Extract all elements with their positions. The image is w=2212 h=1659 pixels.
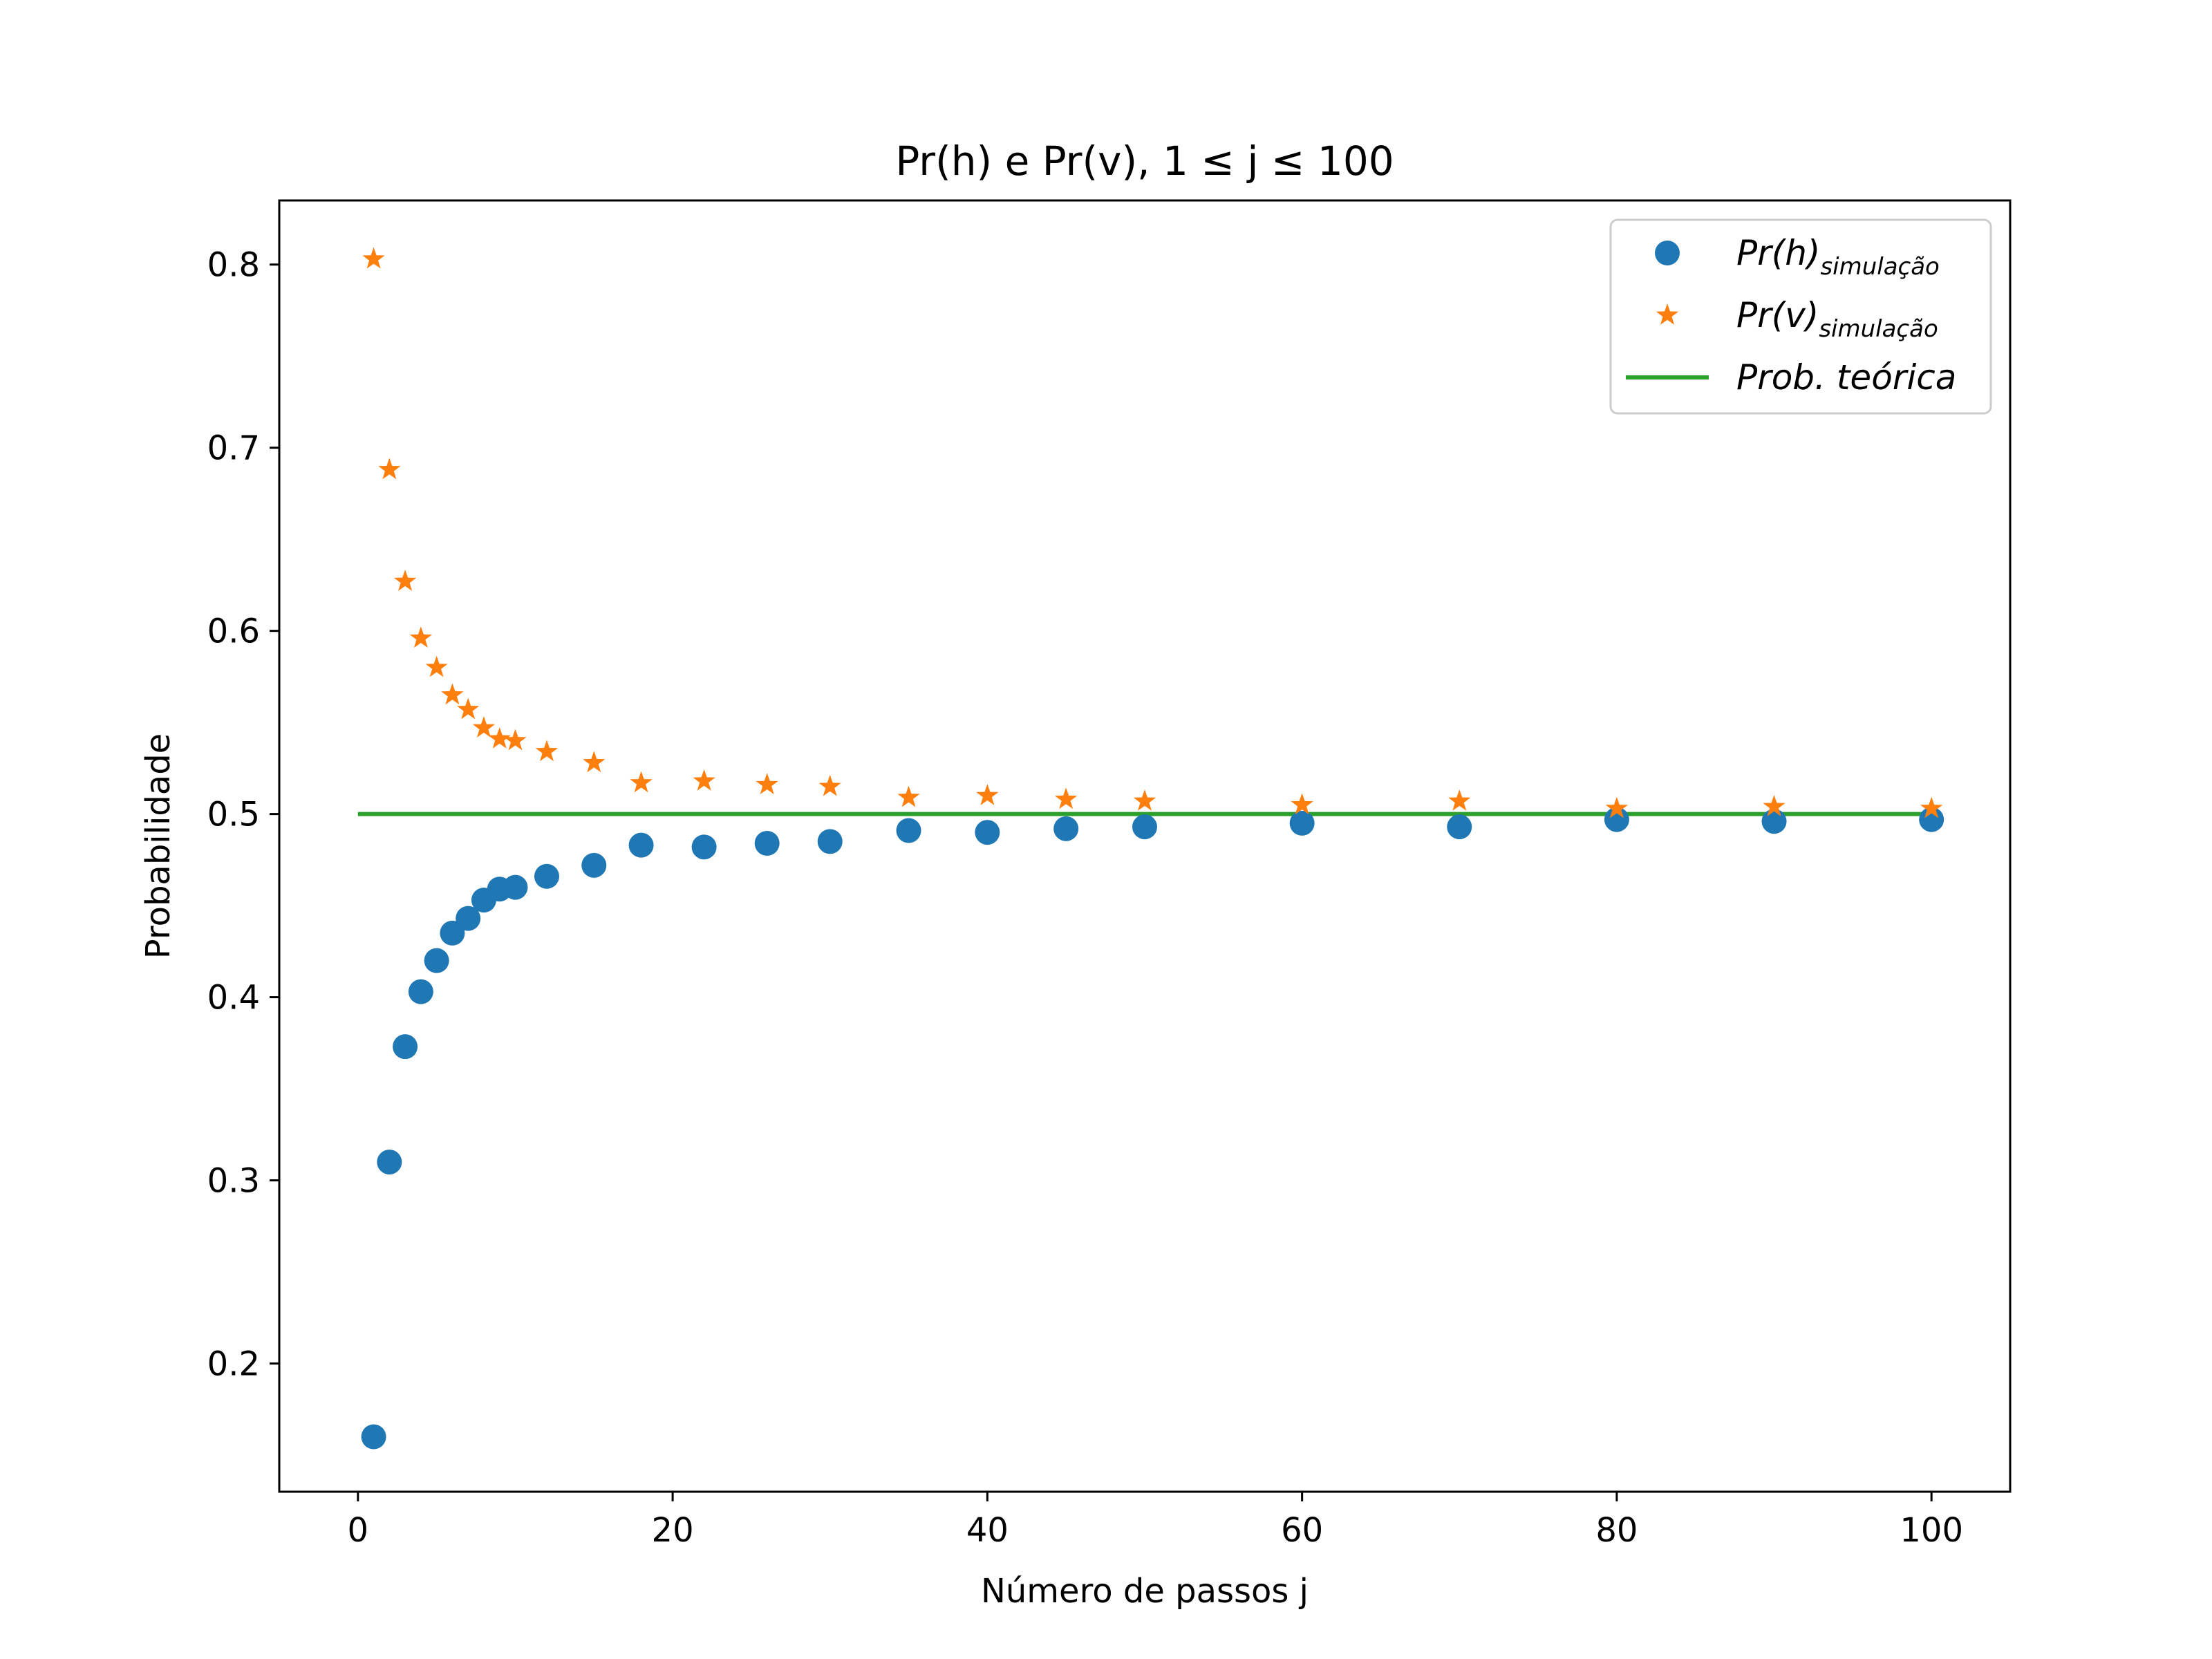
legend-marker-pr-h — [1655, 241, 1680, 265]
y-tick-label: 0.2 — [207, 1345, 260, 1384]
pr-h-point — [1447, 814, 1472, 840]
pr-v-point — [362, 247, 385, 269]
pr-h-point — [1053, 816, 1079, 841]
pr-h-point — [754, 831, 780, 856]
legend-label-subscript: simulação — [1820, 253, 1939, 281]
y-tick-label: 0.6 — [207, 612, 260, 651]
pr-v-point — [409, 626, 432, 648]
pr-h-point — [503, 874, 528, 900]
pr-h-point — [456, 906, 481, 931]
plot-area — [357, 247, 1944, 1450]
y-tick-label: 0.3 — [207, 1162, 260, 1201]
y-axis-label: Probabilidade — [139, 733, 178, 959]
pr-h-point — [440, 920, 465, 946]
pr-h-point — [408, 979, 433, 1004]
pr-h-point — [975, 820, 1000, 845]
pr-h-point — [1919, 807, 1944, 832]
pr-h-point — [1761, 809, 1787, 834]
pr-v-point — [393, 570, 417, 591]
pr-v-point — [1055, 787, 1078, 809]
pr-v-point — [425, 655, 448, 677]
x-tick-label: 80 — [1595, 1511, 1638, 1550]
pr-v-point — [535, 740, 559, 762]
pr-v-point — [693, 769, 715, 791]
pr-v-point — [457, 697, 480, 720]
pr-h-point — [377, 1150, 402, 1175]
legend-box — [1609, 218, 1992, 415]
y-tick-label: 0.4 — [207, 979, 260, 1018]
pr-h-point — [1132, 814, 1157, 840]
pr-h-point — [534, 863, 559, 889]
pr-v-point — [897, 785, 920, 807]
pr-v-point — [976, 784, 999, 805]
axes-frame — [278, 199, 2012, 1493]
pr-v-point — [756, 773, 778, 794]
x-axis-ticks: 0 20 40 60 80 100 — [348, 1492, 1963, 1550]
chart-title: Pr(h) e Pr(v), 1 ≤ j ≤ 100 — [895, 138, 1394, 185]
pr-v-point — [1605, 796, 1629, 818]
pr-v-point — [441, 683, 464, 705]
y-tick-label: 0.7 — [207, 429, 260, 468]
x-tick-label: 20 — [652, 1511, 694, 1550]
x-tick-label: 100 — [1900, 1511, 1963, 1550]
pr-h-point — [581, 852, 607, 878]
x-tick-label: 40 — [966, 1511, 1009, 1550]
pr-v-point — [1920, 796, 1943, 818]
pr-h-point — [361, 1424, 386, 1450]
pr-v-point — [1448, 789, 1471, 811]
pr-v-point — [472, 716, 496, 738]
x-tick-label: 60 — [1281, 1511, 1323, 1550]
pr-v-point — [1763, 795, 1785, 816]
y-tick-label: 0.8 — [207, 246, 260, 285]
pr-h-point — [691, 834, 717, 860]
pr-v-point — [630, 771, 653, 793]
pr-v-point — [378, 458, 401, 480]
legend-label: Prob. teórica — [1736, 357, 1956, 397]
pr-h-point — [1604, 807, 1629, 832]
pr-h-point — [424, 948, 449, 973]
pr-v-point — [1133, 789, 1156, 811]
pr-h-point — [817, 829, 843, 854]
pr-v-point — [504, 729, 527, 751]
x-tick-label: 0 — [348, 1511, 369, 1550]
pr-h-point — [393, 1034, 418, 1060]
x-axis-label: Número de passos j — [981, 1572, 1309, 1611]
y-tick-label: 0.5 — [207, 796, 260, 834]
pr-v-point — [1291, 793, 1313, 815]
pr-v-point — [488, 727, 511, 749]
pr-v-point — [818, 774, 841, 796]
legend-label-subscript: simulação — [1819, 315, 1938, 343]
legend-marker-pr-v — [1656, 303, 1679, 325]
pr-h-point — [628, 832, 654, 858]
pr-h-point — [896, 818, 921, 843]
y-axis-ticks: 0.2 0.3 0.4 0.5 0.6 0.7 0.8 — [207, 246, 279, 1384]
pr-h-point — [1289, 810, 1315, 836]
pr-v-point — [583, 751, 606, 773]
